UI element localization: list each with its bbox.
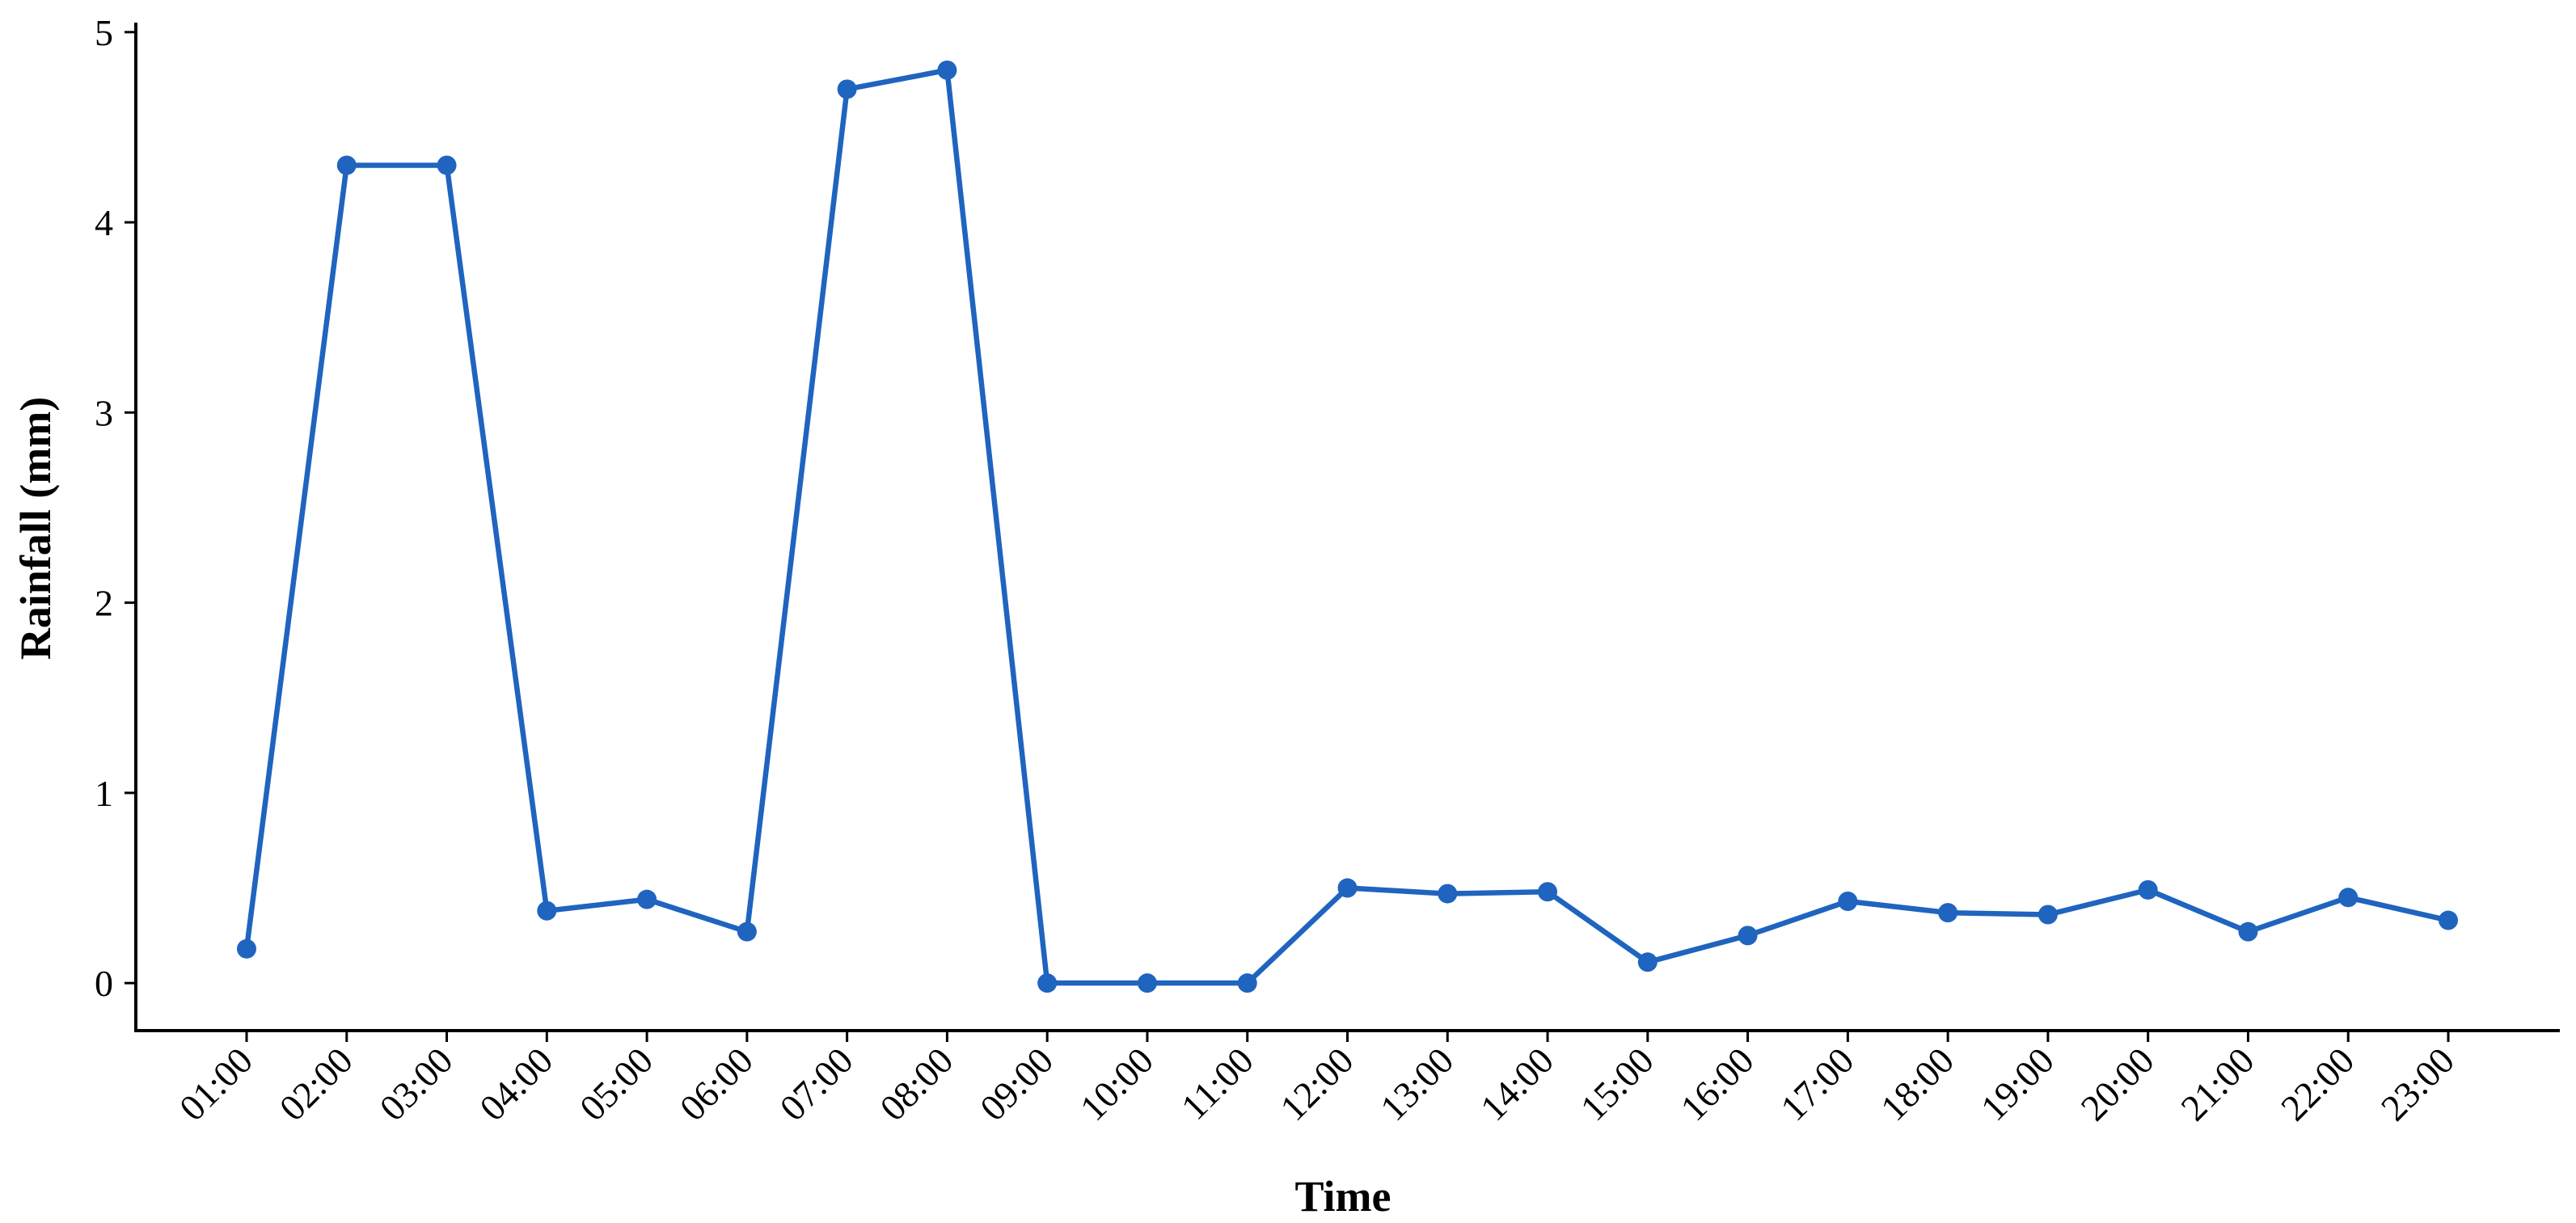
x-tick-label: 13:00 (1372, 1040, 1461, 1128)
data-point (1037, 973, 1058, 993)
data-point (837, 79, 857, 99)
data-point (1237, 973, 1257, 993)
data-point (2038, 905, 2058, 925)
x-tick-label: 03:00 (371, 1040, 460, 1128)
data-point (1938, 903, 1958, 923)
data-point (1538, 882, 1558, 902)
data-point (737, 921, 757, 942)
x-tick-label: 21:00 (2173, 1040, 2261, 1128)
series-line (243, 67, 2451, 986)
y-tick-label: 0 (95, 963, 113, 1004)
data-point (1637, 952, 1658, 972)
y-tick-label: 1 (95, 773, 113, 814)
data-point (937, 60, 957, 80)
x-axis-title: Time (1295, 1172, 1391, 1221)
x-tick-label: 04:00 (471, 1040, 560, 1128)
y-tick-label: 5 (95, 12, 113, 53)
data-point (1438, 884, 1458, 904)
x-tick-label: 10:00 (1072, 1040, 1161, 1128)
data-point (1137, 973, 1157, 993)
data-point (2338, 888, 2359, 908)
x-tick-label: 18:00 (1873, 1040, 1962, 1128)
x-tick-label: 19:00 (1973, 1040, 2062, 1128)
y-axis-ticks: 0 1 2 3 4 5 (95, 12, 136, 1004)
x-tick-label: 12:00 (1272, 1040, 1361, 1128)
data-point (537, 900, 557, 921)
data-point (637, 889, 657, 909)
x-tick-label: 07:00 (772, 1040, 861, 1128)
data-point (336, 155, 357, 175)
x-tick-label: 05:00 (572, 1040, 661, 1128)
data-point (2439, 910, 2458, 930)
data-point (1738, 926, 1758, 946)
x-tick-label: 08:00 (872, 1040, 961, 1128)
y-tick-label: 2 (95, 583, 113, 624)
x-tick-label: 16:00 (1673, 1040, 1762, 1128)
x-tick-label: 06:00 (672, 1040, 761, 1128)
x-tick-label: 15:00 (1573, 1040, 1662, 1128)
data-point (437, 155, 457, 175)
x-tick-label: 11:00 (1173, 1040, 1261, 1128)
data-point (237, 938, 256, 959)
data-point (1337, 878, 1358, 898)
x-tick-label: 22:00 (2273, 1040, 2362, 1128)
data-point (2238, 921, 2258, 942)
x-tick-label: 23:00 (2373, 1040, 2462, 1128)
x-tick-label: 14:00 (1472, 1040, 1561, 1128)
x-tick-label: 01:00 (171, 1040, 260, 1128)
y-axis-title: Rainfall (mm) (11, 397, 60, 660)
x-tick-label: 02:00 (272, 1040, 361, 1128)
x-tick-label: 17:00 (1772, 1040, 1861, 1128)
y-tick-label: 3 (95, 392, 113, 433)
x-tick-label: 09:00 (972, 1040, 1061, 1128)
series-layer (237, 60, 2458, 993)
data-point (1838, 892, 1858, 912)
data-point (2138, 879, 2158, 900)
y-tick-label: 4 (95, 202, 113, 243)
x-tick-label: 20:00 (2073, 1040, 2162, 1128)
x-axis-ticks: 01:00 02:00 03:00 04:00 05:00 06:00 07:00 08:00… (171, 1031, 2462, 1128)
